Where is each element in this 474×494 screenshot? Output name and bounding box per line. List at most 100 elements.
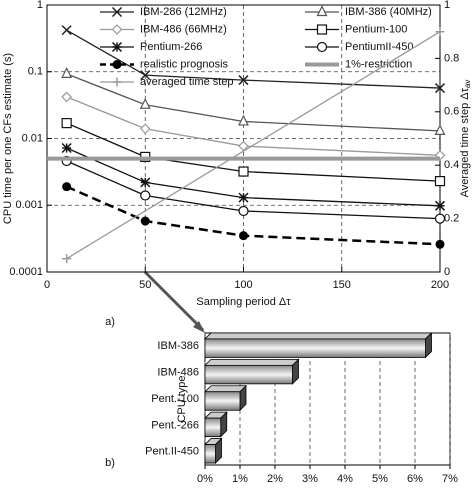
y2-tick-label: 1 xyxy=(444,0,450,11)
legend-label: IBM-486 (66MHz) xyxy=(140,23,227,35)
x-tick-label: 0% xyxy=(197,473,213,485)
legend-item: Pentium-100 xyxy=(305,23,407,35)
legend-label: realistic prognosis xyxy=(140,58,229,70)
series-line xyxy=(66,31,441,260)
marker xyxy=(239,231,248,241)
marker-part xyxy=(62,182,72,192)
marker-part xyxy=(239,231,248,241)
marker xyxy=(238,114,249,126)
y-tick-label: 0.001 xyxy=(15,199,43,211)
bar xyxy=(204,331,433,359)
legend-label: Pentium-100 xyxy=(345,23,407,35)
panel-label: b) xyxy=(105,457,115,469)
marker xyxy=(61,25,72,36)
series-line xyxy=(66,29,441,89)
arrow-head xyxy=(193,321,205,333)
arrow xyxy=(143,270,205,332)
marker-part xyxy=(435,239,445,249)
legend-item: IBM-286 (12MHz) xyxy=(100,6,227,18)
y2-tick-label: 0 xyxy=(444,266,450,278)
marker xyxy=(434,176,446,187)
legend-label: IBM-286 (12MHz) xyxy=(140,6,227,18)
bar xyxy=(204,411,228,438)
x-tick-label: 6% xyxy=(407,473,423,485)
marker-part xyxy=(238,205,249,217)
marker-part xyxy=(238,114,249,126)
y-tick-label: 0.1 xyxy=(28,66,43,78)
y2-axis-label-sub: av xyxy=(463,80,472,88)
marker xyxy=(238,192,249,203)
bar-top xyxy=(204,385,247,393)
marker xyxy=(112,77,122,87)
marker-part xyxy=(140,190,151,201)
y-tick-label: 1 xyxy=(37,0,43,11)
legend-item: averaged time step xyxy=(100,76,234,88)
x-tick-label: 5% xyxy=(372,473,388,485)
marker-part xyxy=(434,176,446,187)
marker xyxy=(140,70,151,81)
y2-tick-label: 0.8 xyxy=(444,52,459,64)
y-tick-label: 0.0001 xyxy=(9,266,43,278)
y2-tick-label: 0.4 xyxy=(444,159,459,171)
series-line xyxy=(66,96,441,156)
series-line xyxy=(66,73,441,132)
x-tick-label: 3% xyxy=(302,473,318,485)
x-tick-label: 0 xyxy=(44,279,50,291)
marker-part xyxy=(316,5,328,17)
x-tick-label: 100 xyxy=(234,279,252,291)
marker xyxy=(238,205,249,217)
x-tick-label: 150 xyxy=(333,279,351,291)
marker-part xyxy=(316,41,328,53)
bar-front xyxy=(204,391,241,411)
marker-part xyxy=(434,213,446,224)
marker-part xyxy=(434,83,446,94)
marker-part xyxy=(61,25,72,36)
bar xyxy=(204,358,300,385)
marker xyxy=(238,166,249,177)
marker xyxy=(111,41,123,53)
marker-part xyxy=(61,118,72,129)
marker xyxy=(434,124,446,135)
legend-label: averaged time step xyxy=(140,76,234,88)
marker xyxy=(238,75,249,86)
marker xyxy=(62,182,72,192)
x-tick-label: 2% xyxy=(267,473,283,485)
marker-part xyxy=(238,166,249,177)
legend-item: IBM-486 (66MHz) xyxy=(100,23,227,35)
marker xyxy=(140,190,151,201)
legend-label: IBM-386 (40MHz) xyxy=(345,6,432,18)
legend-label: PentiumII-450 xyxy=(345,41,413,53)
marker-part xyxy=(139,123,151,135)
marker-part xyxy=(140,70,151,81)
marker-part xyxy=(140,216,150,226)
x-axis-label: Sampling period Δτ xyxy=(196,296,291,308)
y-tick-label: Pent.-266 xyxy=(151,419,199,431)
y2-tick-label: 0.6 xyxy=(444,106,459,118)
panel-label: a) xyxy=(105,316,115,328)
marker xyxy=(435,239,445,249)
marker-part xyxy=(434,124,446,135)
marker-part xyxy=(139,97,151,109)
marker-part xyxy=(316,24,328,35)
marker xyxy=(61,142,72,154)
legend-item: 1%-restriction xyxy=(305,58,412,70)
marker xyxy=(316,41,328,53)
marker xyxy=(62,254,72,264)
marker xyxy=(61,118,72,129)
bar-top xyxy=(204,358,300,366)
bar-front xyxy=(204,338,426,358)
x-tick-label: 200 xyxy=(431,279,449,291)
marker xyxy=(316,5,328,17)
x-tick-label: 7% xyxy=(442,473,458,485)
series-line xyxy=(66,147,441,207)
x-tick-label: 4% xyxy=(337,473,353,485)
x-tick-label: 1% xyxy=(232,473,248,485)
marker xyxy=(112,60,122,69)
bar-top xyxy=(204,332,433,340)
marker xyxy=(139,97,151,109)
legend-item: realistic prognosis xyxy=(100,58,229,70)
marker xyxy=(61,67,73,78)
y-axis-label: CPU time per one CFs estimate (s) xyxy=(2,53,14,224)
marker xyxy=(434,83,446,94)
